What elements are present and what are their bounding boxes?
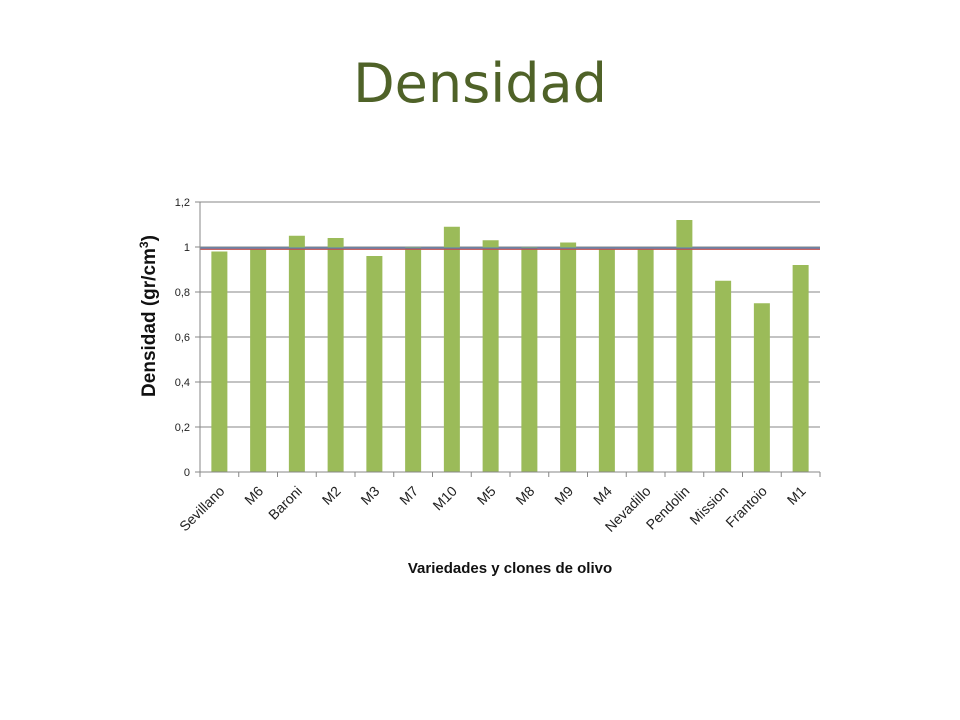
x-tick-label: M5 <box>474 483 499 508</box>
y-axis-title-main: Densidad (gr/cm <box>139 248 160 397</box>
y-axis-title: Densidad (gr/cm3) <box>137 235 160 397</box>
y-tick-label: 1 <box>184 242 190 254</box>
x-tick-label: M7 <box>396 483 421 508</box>
bar <box>211 251 228 472</box>
x-axis-title: Variedades y clones de olivo <box>408 560 612 577</box>
x-tick-label: Frantoio <box>722 483 770 531</box>
y-tick-labels: 0 0,2 0,4 0,6 0,8 1 1,2 <box>175 197 190 479</box>
x-tick-label: M2 <box>319 483 344 508</box>
x-tick-label: Baroni <box>265 483 305 523</box>
bars <box>211 220 809 472</box>
y-tick-label: 0,4 <box>175 377 190 389</box>
bar <box>676 220 693 472</box>
x-tick-label: Pendolin <box>643 483 693 533</box>
bar <box>482 240 499 472</box>
x-tick-label: M10 <box>429 483 460 514</box>
reference-lines <box>200 247 820 250</box>
bar <box>288 235 305 472</box>
bar <box>250 249 267 472</box>
x-tick-label: M6 <box>241 483 266 508</box>
bar <box>443 226 460 472</box>
x-tick-label: Sevillano <box>176 483 228 535</box>
x-tick-label: M3 <box>357 483 382 508</box>
bar <box>792 265 809 472</box>
bar <box>405 247 422 472</box>
x-tick-label: M1 <box>784 483 809 508</box>
x-tick-label: M4 <box>590 483 615 508</box>
y-axis-title-close: ) <box>139 235 160 241</box>
bar <box>598 249 615 472</box>
y-tick-label: 0,2 <box>175 422 190 434</box>
y-tick-label: 0 <box>184 467 190 479</box>
y-tick-label: 0,6 <box>175 332 190 344</box>
y-tick-label: 0,8 <box>175 287 190 299</box>
x-tick-label: M9 <box>551 483 576 508</box>
x-tick-label: M8 <box>512 483 537 508</box>
bar <box>521 247 538 472</box>
axes <box>199 202 820 473</box>
bar <box>715 280 732 472</box>
y-axis-title-superscript: 3 <box>137 241 151 248</box>
slide-title: Densidad <box>353 52 607 115</box>
bar <box>753 303 770 472</box>
bar <box>366 256 383 472</box>
bar <box>560 242 577 472</box>
bar <box>637 249 654 472</box>
y-tick-label: 1,2 <box>175 197 190 209</box>
bar <box>327 238 344 472</box>
